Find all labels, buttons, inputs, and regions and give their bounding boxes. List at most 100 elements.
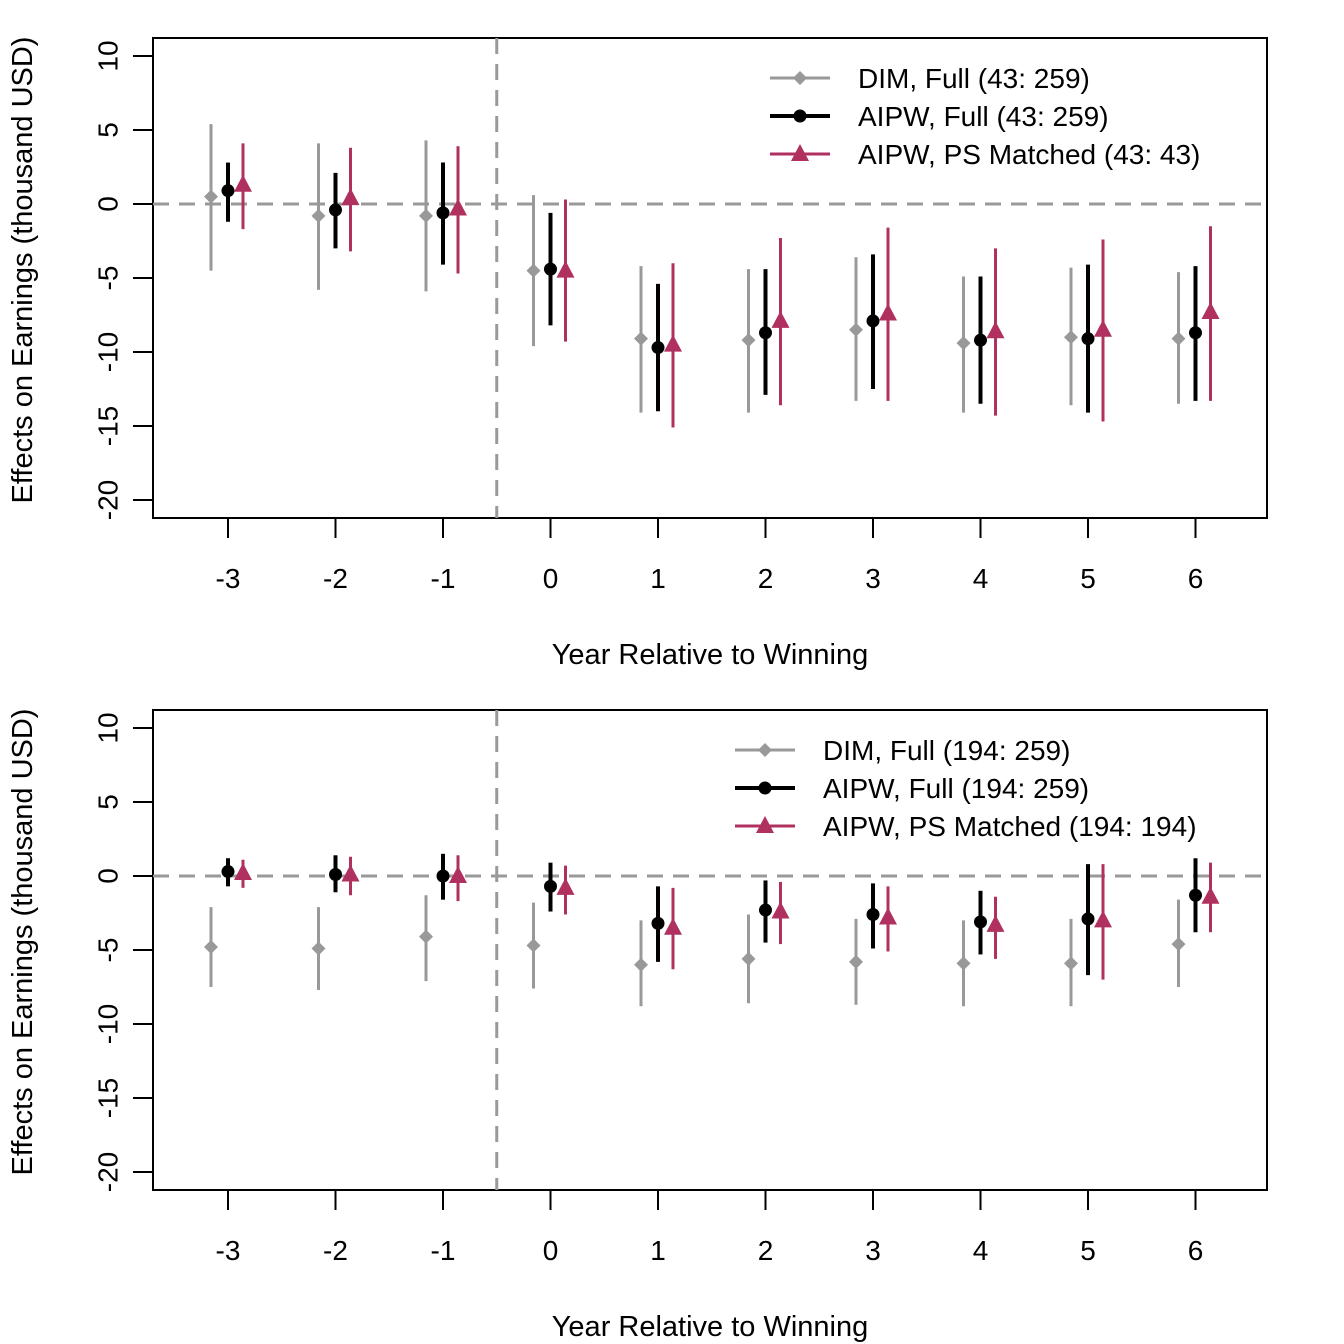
y-tick-label: -15 (92, 1078, 123, 1118)
point-estimate (1201, 302, 1220, 320)
point-estimate (651, 916, 665, 930)
point-estimate (419, 208, 433, 223)
point-estimate (1094, 319, 1112, 337)
x-tick-label: 4 (973, 1235, 989, 1266)
point-estimate (1171, 937, 1186, 952)
point-estimate (956, 956, 971, 971)
legend-marker (756, 816, 774, 833)
point-estimate (436, 869, 450, 883)
point-estimate (204, 940, 218, 955)
point-estimate (956, 336, 971, 351)
point-estimate (436, 206, 450, 220)
point-estimate (341, 188, 360, 206)
y-tick-label: 10 (92, 40, 123, 71)
legend-marker (793, 109, 807, 123)
point-estimate (1189, 326, 1202, 340)
x-tick-label: 2 (758, 1235, 774, 1266)
point-estimate (974, 915, 987, 929)
x-tick-label: 1 (650, 563, 666, 594)
y-tick-label: -15 (92, 406, 123, 446)
point-estimate (849, 954, 863, 969)
point-estimate (879, 907, 897, 925)
point-estimate (651, 341, 665, 355)
point-estimate (526, 938, 541, 953)
point-estimate (759, 903, 772, 917)
point-estimate (329, 868, 342, 882)
point-estimate (311, 208, 326, 223)
x-tick-label: -2 (323, 563, 348, 594)
legend-label: AIPW, PS Matched (194: 194) (823, 811, 1197, 842)
y-tick-label: -5 (92, 266, 123, 291)
point-estimate (449, 198, 467, 216)
point-estimate (1081, 912, 1095, 926)
x-tick-label: -3 (216, 563, 241, 594)
point-estimate (329, 203, 342, 217)
point-estimate (1064, 956, 1078, 971)
point-estimate (741, 333, 756, 348)
point-estimate (419, 929, 433, 944)
point-estimate (1201, 886, 1220, 904)
x-axis-title: Year Relative to Winning (552, 639, 869, 671)
point-estimate (664, 917, 682, 935)
y-tick-label: -10 (92, 1004, 123, 1044)
point-estimate (634, 957, 648, 972)
x-tick-label: 4 (973, 563, 989, 594)
x-tick-label: 2 (758, 563, 774, 594)
point-estimate (1094, 910, 1112, 928)
y-tick-label: 10 (92, 712, 123, 743)
x-tick-label: 1 (650, 1235, 666, 1266)
y-tick-label: 0 (92, 196, 123, 212)
legend-marker (793, 71, 807, 85)
x-tick-label: 6 (1188, 563, 1204, 594)
point-estimate (771, 901, 790, 919)
point-estimate (221, 865, 235, 879)
y-axis-title: Effects on Earnings (thousand USD) (7, 709, 39, 1176)
point-estimate (879, 303, 897, 321)
x-tick-label: 5 (1080, 1235, 1096, 1266)
legend-label: AIPW, Full (194: 259) (823, 773, 1089, 804)
legend-label: AIPW, PS Matched (43: 43) (858, 139, 1200, 170)
series-triangle (234, 855, 1220, 980)
x-axis-title: Year Relative to Winning (552, 1311, 869, 1343)
series-circle (221, 162, 1202, 413)
y-tick-label: -20 (92, 1152, 123, 1192)
point-estimate (974, 333, 987, 347)
x-tick-label: -1 (431, 563, 456, 594)
legend-label: AIPW, Full (43: 259) (858, 101, 1109, 132)
point-estimate (234, 863, 252, 881)
point-estimate (311, 941, 326, 956)
point-estimate (759, 326, 772, 340)
point-estimate (866, 314, 880, 328)
point-estimate (986, 321, 1005, 339)
y-tick-label: 5 (92, 794, 123, 810)
x-tick-label: -3 (216, 1235, 241, 1266)
y-tick-label: -5 (92, 938, 123, 963)
y-tick-label: -10 (92, 332, 123, 372)
point-estimate (341, 864, 360, 882)
y-tick-label: -20 (92, 480, 123, 520)
point-estimate (204, 189, 218, 204)
legend: DIM, Full (43: 259) AIPW, Full (43: 259) A… (770, 63, 1200, 170)
legend-marker (758, 781, 772, 795)
x-tick-label: -2 (323, 1235, 348, 1266)
legend-marker (791, 144, 809, 161)
y-tick-label: 5 (92, 122, 123, 138)
point-estimate (556, 877, 575, 895)
x-tick-label: 3 (865, 1235, 881, 1266)
series-triangle (234, 143, 1220, 428)
point-estimate (866, 907, 880, 921)
point-estimate (234, 174, 252, 192)
x-tick-label: -1 (431, 1235, 456, 1266)
point-estimate (849, 322, 863, 337)
point-estimate (634, 331, 648, 346)
x-tick-label: 6 (1188, 1235, 1204, 1266)
point-estimate (449, 866, 467, 883)
series-diamond (204, 895, 1186, 1007)
legend: DIM, Full (194: 259) AIPW, Full (194: 259… (735, 735, 1197, 842)
point-estimate (1171, 331, 1186, 346)
point-estimate (526, 263, 541, 278)
point-estimate (544, 879, 557, 893)
